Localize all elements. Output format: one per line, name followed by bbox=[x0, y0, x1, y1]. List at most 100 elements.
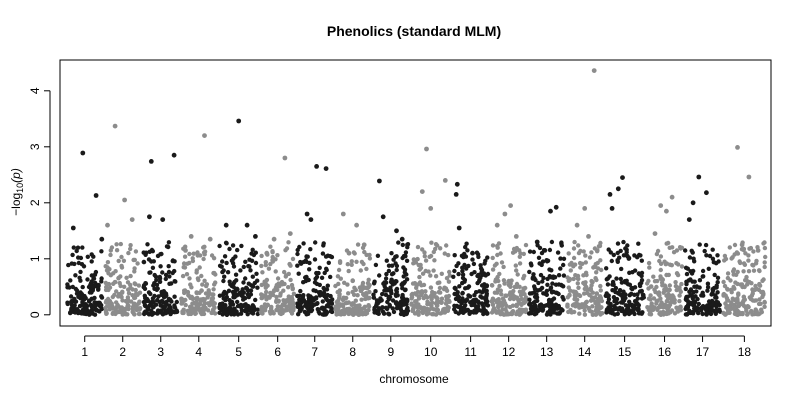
snp-point bbox=[430, 289, 435, 295]
snp-point bbox=[403, 250, 409, 255]
snp-point bbox=[458, 304, 463, 309]
x-tick-label: 13 bbox=[540, 345, 554, 359]
snp-point bbox=[635, 292, 640, 297]
snp-point bbox=[517, 248, 522, 253]
snp-point bbox=[645, 281, 650, 286]
snp-point bbox=[282, 269, 287, 275]
snp-point bbox=[465, 248, 470, 253]
snp-point bbox=[286, 285, 291, 290]
snp-point bbox=[691, 256, 696, 261]
snp-point bbox=[155, 298, 160, 303]
snp-point bbox=[423, 258, 429, 263]
snp-point bbox=[266, 266, 272, 271]
snp-point bbox=[118, 241, 124, 247]
snp-point bbox=[595, 307, 600, 313]
snp-point bbox=[297, 297, 302, 302]
snp-point bbox=[641, 292, 646, 298]
snp-point bbox=[672, 311, 678, 316]
snp-point bbox=[529, 311, 534, 316]
snp-point-peak bbox=[202, 133, 207, 139]
snp-point bbox=[360, 280, 366, 286]
snp-point bbox=[639, 296, 645, 301]
snp-point bbox=[730, 255, 735, 260]
snp-point bbox=[349, 302, 354, 307]
snp-point bbox=[253, 297, 258, 303]
snp-point bbox=[345, 262, 350, 267]
snp-point bbox=[352, 251, 357, 256]
snp-point bbox=[749, 308, 754, 314]
snp-point bbox=[320, 251, 326, 256]
plot-area-frame bbox=[59, 59, 772, 327]
snp-point bbox=[551, 306, 556, 312]
snp-point bbox=[606, 297, 612, 302]
snp-point bbox=[460, 275, 466, 281]
snp-point bbox=[551, 289, 556, 294]
snp-point bbox=[589, 278, 594, 284]
snp-point bbox=[346, 268, 351, 274]
snp-point bbox=[401, 312, 407, 317]
snp-point bbox=[514, 303, 519, 309]
snp-point bbox=[248, 268, 253, 273]
snp-point bbox=[658, 254, 664, 259]
snp-point bbox=[107, 302, 112, 307]
snp-point bbox=[91, 254, 96, 259]
snp-point bbox=[404, 277, 410, 282]
snp-point bbox=[704, 253, 709, 258]
snp-point bbox=[231, 264, 237, 269]
snp-point bbox=[497, 283, 502, 289]
snp-point bbox=[137, 311, 142, 317]
snp-point bbox=[349, 259, 354, 264]
snp-point bbox=[659, 300, 664, 305]
snp-point bbox=[220, 269, 225, 275]
snp-point bbox=[187, 251, 192, 257]
snp-point bbox=[538, 272, 544, 278]
snp-point bbox=[389, 263, 395, 268]
snp-point bbox=[344, 295, 349, 301]
snp-point bbox=[521, 251, 526, 257]
snp-point bbox=[115, 303, 120, 309]
snp-point bbox=[569, 260, 574, 266]
snp-point bbox=[589, 250, 594, 255]
snp-point bbox=[345, 306, 350, 312]
snp-point bbox=[762, 260, 767, 265]
snp-point bbox=[362, 304, 368, 309]
snp-point bbox=[654, 278, 660, 284]
snp-point bbox=[326, 302, 331, 307]
snp-point bbox=[209, 298, 214, 303]
snp-point bbox=[307, 260, 312, 266]
snp-point bbox=[442, 251, 447, 256]
snp-point bbox=[221, 309, 227, 315]
snp-point bbox=[73, 273, 78, 278]
snp-point bbox=[669, 308, 675, 313]
snp-point bbox=[147, 249, 152, 254]
snp-point bbox=[306, 293, 311, 298]
snp-point bbox=[411, 257, 416, 262]
snp-point bbox=[383, 276, 389, 281]
snp-point bbox=[646, 296, 652, 301]
snp-point bbox=[741, 269, 746, 274]
snp-point bbox=[250, 284, 256, 289]
snp-point bbox=[259, 253, 264, 259]
snp-point bbox=[715, 280, 720, 285]
snp-point bbox=[265, 302, 270, 308]
snp-point bbox=[404, 258, 410, 263]
snp-point bbox=[757, 311, 762, 316]
snp-point bbox=[561, 256, 567, 261]
snp-point bbox=[583, 270, 589, 275]
snp-point bbox=[375, 253, 381, 258]
snp-point bbox=[544, 259, 550, 264]
snp-point bbox=[295, 293, 300, 299]
x-tick-label: 15 bbox=[618, 345, 632, 359]
snp-point bbox=[371, 292, 376, 297]
snp-point bbox=[141, 283, 147, 288]
snp-point-peak bbox=[223, 222, 229, 228]
snp-point bbox=[729, 300, 734, 305]
snp-point bbox=[690, 302, 696, 308]
snp-point bbox=[547, 267, 552, 272]
snp-point-peak bbox=[686, 217, 692, 223]
snp-point bbox=[211, 302, 216, 308]
snp-point bbox=[452, 253, 457, 258]
snp-point-peak bbox=[586, 234, 591, 239]
snp-point bbox=[596, 302, 601, 308]
y-tick-label: 4 bbox=[28, 87, 42, 94]
